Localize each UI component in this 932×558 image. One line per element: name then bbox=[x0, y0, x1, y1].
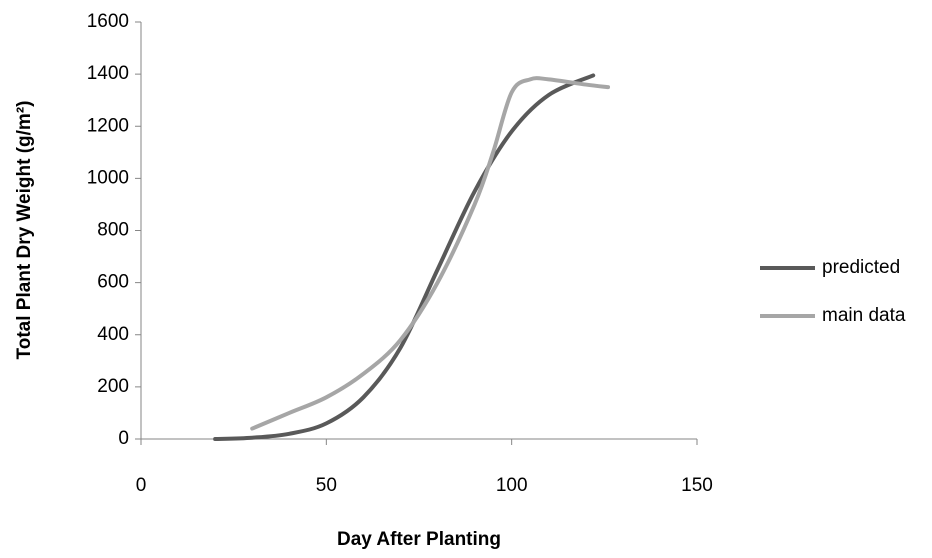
x-axis-title: Day After Planting bbox=[337, 529, 501, 550]
x-tick-label: 100 bbox=[496, 475, 528, 496]
y-tick-label: 600 bbox=[97, 272, 129, 293]
y-tick-label: 1200 bbox=[87, 115, 129, 136]
data-line bbox=[250, 76, 611, 431]
y-tick-label: 1400 bbox=[87, 63, 129, 84]
y-tick-label: 1000 bbox=[87, 167, 129, 188]
y-tick-label: 800 bbox=[97, 220, 129, 241]
y-tick-label: 1600 bbox=[87, 11, 129, 32]
legend-label: main data bbox=[822, 305, 906, 326]
y-tick-label: 200 bbox=[97, 376, 129, 397]
y-tick-label: 0 bbox=[118, 428, 129, 449]
y-tick-label: 400 bbox=[97, 324, 129, 345]
data-line bbox=[213, 73, 596, 441]
x-tick-label: 50 bbox=[316, 475, 337, 496]
x-tick-label: 0 bbox=[136, 475, 147, 496]
x-tick-label: 150 bbox=[681, 475, 713, 496]
y-axis-title: Total Plant Dry Weight (g/m²) bbox=[14, 101, 35, 360]
legend-label: predicted bbox=[822, 257, 900, 278]
